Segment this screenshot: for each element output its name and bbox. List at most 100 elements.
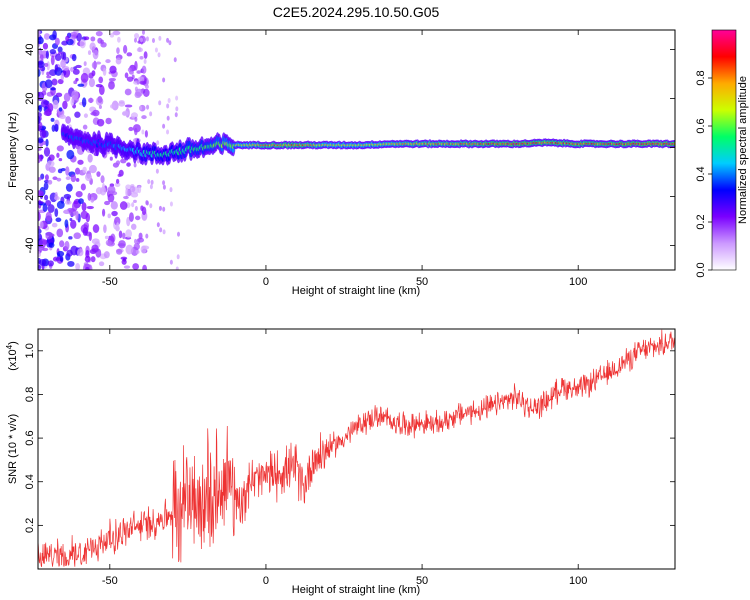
noise-blob: [125, 187, 129, 198]
noise-blob: [139, 56, 144, 60]
noise-blob: [138, 232, 143, 240]
noise-blob: [100, 175, 105, 184]
noise-blob: [123, 195, 129, 200]
noise-blob: [81, 97, 87, 108]
noise-blob: [114, 182, 121, 188]
noise-blob: [38, 177, 42, 181]
noise-blob: [67, 260, 75, 267]
noise-blob: [101, 182, 106, 193]
noise-blob: [74, 111, 81, 118]
noise-blob: [167, 98, 171, 104]
noise-blob: [169, 201, 173, 207]
noise-blob: [92, 49, 99, 60]
noise-blob: [159, 227, 163, 233]
noise-blob: [63, 92, 71, 102]
noise-blob: [56, 152, 60, 158]
noise-blob: [116, 47, 120, 55]
noise-blob: [82, 166, 87, 174]
y-tick-label: 0.4: [24, 474, 36, 489]
noise-blob: [38, 104, 43, 112]
noise-blob: [84, 255, 91, 263]
noise-blob: [70, 219, 77, 229]
noise-blob: [75, 263, 81, 270]
noise-blob: [135, 215, 141, 221]
noise-blob: [38, 228, 42, 234]
noise-blob: [115, 57, 122, 65]
noise-blob: [108, 77, 117, 82]
noise-blob: [77, 159, 84, 165]
noise-blob: [58, 107, 63, 112]
noise-blob: [128, 212, 134, 222]
noise-blob: [61, 51, 65, 60]
noise-blob: [70, 67, 74, 72]
noise-blob: [38, 238, 47, 249]
noise-blob: [82, 227, 88, 236]
noise-blob: [65, 183, 73, 192]
spectrogram-heatmap: [38, 30, 675, 270]
noise-blob: [123, 44, 128, 54]
y-tick-label: -40: [24, 238, 36, 254]
noise-blob: [83, 61, 87, 67]
noise-blob: [109, 32, 115, 38]
noise-blob: [149, 184, 153, 190]
noise-blob: [48, 166, 56, 173]
noise-blob: [56, 228, 64, 238]
noise-blob: [166, 129, 170, 135]
colorbar: 0.0 0.2 0.4 0.6 0.8 Normalized spectral ampl…: [695, 29, 749, 278]
noise-blob: [52, 99, 59, 110]
noise-blob: [95, 83, 103, 88]
noise-blob: [126, 76, 134, 82]
noise-blob: [47, 204, 55, 213]
noise-blob: [141, 30, 145, 35]
noise-blob: [60, 59, 66, 68]
noise-blob: [162, 123, 166, 129]
noise-blob: [149, 111, 153, 117]
noise-blob: [69, 217, 73, 222]
noise-blob: [89, 42, 96, 51]
y-tick-label: 1.0: [24, 343, 36, 358]
x-tick-label: 50: [416, 575, 428, 587]
noise-blob: [55, 92, 63, 98]
x-tick-label: 0: [263, 276, 269, 288]
noise-blob: [38, 251, 41, 258]
snr-plot-area: [38, 329, 675, 569]
noise-blob: [56, 177, 62, 182]
noise-blob: [49, 49, 57, 55]
snr-panel: -50 0 50 100 0.2 0.4 0.6 0.8 1.0 Height of stra…: [5, 328, 676, 596]
noise-blob: [91, 244, 99, 253]
noise-blob: [88, 164, 97, 174]
noise-blob: [130, 223, 137, 230]
noise-blob: [136, 158, 140, 164]
noise-blob: [76, 32, 82, 42]
noise-blob: [102, 67, 107, 76]
noise-blob: [115, 160, 121, 166]
noise-blob: [43, 110, 52, 116]
noise-blob: [87, 192, 92, 201]
noise-blob: [43, 182, 49, 191]
noise-blob: [45, 231, 53, 240]
noise-blob: [169, 187, 173, 193]
noise-blob: [158, 35, 162, 41]
noise-blob: [54, 208, 59, 217]
noise-blob: [70, 98, 75, 107]
noise-blob: [39, 129, 47, 139]
noise-blob: [38, 200, 44, 205]
noise-blob: [66, 149, 75, 160]
noise-blob: [50, 55, 55, 66]
noise-blob: [145, 36, 149, 42]
noise-blob: [162, 77, 166, 83]
x-tick-label: 100: [569, 276, 587, 288]
noise-blob: [118, 240, 126, 249]
noise-blob: [145, 84, 149, 89]
noise-blob: [102, 208, 106, 217]
noise-blob: [65, 176, 71, 181]
noise-blob: [50, 117, 55, 122]
noise-blob: [135, 249, 140, 254]
noise-blob: [48, 154, 55, 161]
noise-blob: [146, 104, 150, 110]
noise-blob: [72, 68, 80, 75]
noise-blob: [75, 190, 83, 198]
noise-blob: [169, 259, 173, 265]
noise-blob: [86, 205, 94, 210]
